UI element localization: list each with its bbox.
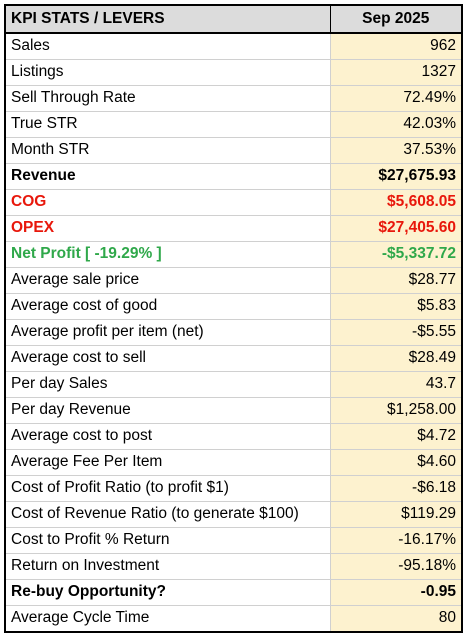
row-label-cell[interactable]: Average cost to sell [6, 345, 331, 372]
row-label-cell[interactable]: Cost to Profit % Return [6, 527, 331, 554]
row-value-cell[interactable]: $5,608.05 [330, 189, 461, 216]
row-value-cell[interactable]: $28.49 [330, 345, 461, 372]
row-label-cell[interactable]: Sales [6, 33, 331, 60]
table-row: Sell Through Rate 72.49% [6, 85, 461, 112]
row-label-cell[interactable]: Revenue [6, 163, 331, 190]
row-value-cell[interactable]: 72.49% [330, 85, 461, 112]
table-row: Re-buy Opportunity? -0.95 [6, 579, 461, 606]
table-row: Average Fee Per Item $4.60 [6, 449, 461, 476]
kpi-table: KPI STATS / LEVERS Sep 2025 Sales 962 List… [4, 4, 463, 633]
row-label-cell[interactable]: Average cost to post [6, 423, 331, 450]
row-value-cell[interactable]: 1327 [330, 59, 461, 86]
row-value-cell[interactable]: 962 [330, 33, 461, 60]
header-row: KPI STATS / LEVERS Sep 2025 [6, 6, 461, 34]
table-row: Average Cycle Time 80 [6, 605, 461, 631]
table-row: Average cost to sell $28.49 [6, 345, 461, 372]
table-row: Per day Sales 43.7 [6, 371, 461, 398]
row-label-cell[interactable]: Cost of Profit Ratio (to profit $1) [6, 475, 331, 502]
table-row: Cost of Revenue Ratio (to generate $100)… [6, 501, 461, 528]
table-row: Revenue $27,675.93 [6, 163, 461, 190]
row-value-cell[interactable]: $4.72 [330, 423, 461, 450]
row-value-cell[interactable]: -$5,337.72 [330, 241, 461, 268]
row-value-cell[interactable]: $27,405.60 [330, 215, 461, 242]
row-value-cell[interactable]: $119.29 [330, 501, 461, 528]
row-label-cell[interactable]: True STR [6, 111, 331, 138]
row-label-cell[interactable]: Average profit per item (net) [6, 319, 331, 346]
row-value-cell[interactable]: -$6.18 [330, 475, 461, 502]
row-value-cell[interactable]: $28.77 [330, 267, 461, 294]
table-row: Average profit per item (net) -$5.55 [6, 319, 461, 346]
table-row: Return on Investment -95.18% [6, 553, 461, 580]
table-row: True STR 42.03% [6, 111, 461, 138]
table-row: COG $5,608.05 [6, 189, 461, 216]
table-row: Month STR 37.53% [6, 137, 461, 164]
header-period-cell[interactable]: Sep 2025 [330, 6, 461, 34]
row-label-cell[interactable]: Net Profit [ -19.29% ] [6, 241, 331, 268]
row-value-cell[interactable]: $1,258.00 [330, 397, 461, 424]
table-row: Listings 1327 [6, 59, 461, 86]
row-value-cell[interactable]: $5.83 [330, 293, 461, 320]
row-label-cell[interactable]: Return on Investment [6, 553, 331, 580]
row-label-cell[interactable]: Cost of Revenue Ratio (to generate $100) [6, 501, 331, 528]
table-row: Cost to Profit % Return -16.17% [6, 527, 461, 554]
row-value-cell[interactable]: -95.18% [330, 553, 461, 580]
row-value-cell[interactable]: -0.95 [330, 579, 461, 606]
row-value-cell[interactable]: -$5.55 [330, 319, 461, 346]
row-label-cell[interactable]: Average sale price [6, 267, 331, 294]
table-row: Average cost of good $5.83 [6, 293, 461, 320]
row-label-cell[interactable]: OPEX [6, 215, 331, 242]
row-label-cell[interactable]: Per day Sales [6, 371, 331, 398]
row-label-cell[interactable]: Month STR [6, 137, 331, 164]
table-row: Cost of Profit Ratio (to profit $1) -$6.1… [6, 475, 461, 502]
header-label-cell[interactable]: KPI STATS / LEVERS [6, 6, 331, 34]
row-value-cell[interactable]: $4.60 [330, 449, 461, 476]
row-value-cell[interactable]: -16.17% [330, 527, 461, 554]
row-value-cell[interactable]: $27,675.93 [330, 163, 461, 190]
kpi-body: Sales 962 Listings 1327 Sell Through Rate 72.… [6, 33, 461, 631]
row-value-cell[interactable]: 42.03% [330, 111, 461, 138]
row-label-cell[interactable]: Sell Through Rate [6, 85, 331, 112]
table-row: Average sale price $28.77 [6, 267, 461, 294]
table-row: Average cost to post $4.72 [6, 423, 461, 450]
row-label-cell[interactable]: Average Cycle Time [6, 605, 331, 631]
row-label-cell[interactable]: Average Fee Per Item [6, 449, 331, 476]
row-value-cell[interactable]: 43.7 [330, 371, 461, 398]
row-value-cell[interactable]: 80 [330, 605, 461, 631]
kpi-grid: KPI STATS / LEVERS Sep 2025 Sales 962 List… [6, 6, 461, 631]
row-label-cell[interactable]: Average cost of good [6, 293, 331, 320]
row-value-cell[interactable]: 37.53% [330, 137, 461, 164]
table-row: Sales 962 [6, 33, 461, 60]
row-label-cell[interactable]: Re-buy Opportunity? [6, 579, 331, 606]
row-label-cell[interactable]: COG [6, 189, 331, 216]
table-row: OPEX $27,405.60 [6, 215, 461, 242]
table-row: Per day Revenue $1,258.00 [6, 397, 461, 424]
table-row: Net Profit [ -19.29% ] -$5,337.72 [6, 241, 461, 268]
row-label-cell[interactable]: Per day Revenue [6, 397, 331, 424]
row-label-cell[interactable]: Listings [6, 59, 331, 86]
